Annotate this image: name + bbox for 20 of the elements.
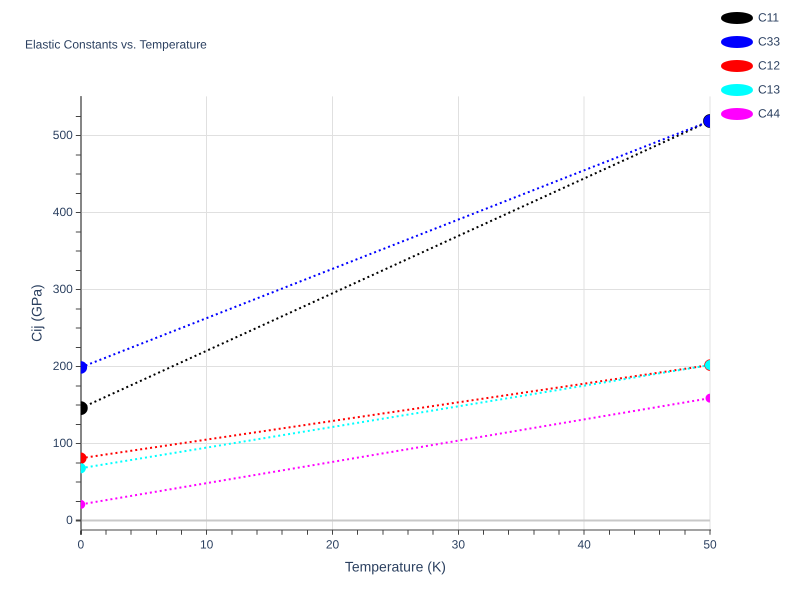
y-tick-label: 200 [52,358,74,373]
legend-label: C11 [758,10,780,24]
x-tick-label: 0 [77,537,84,552]
chart-title: Elastic Constants vs. Temperature [25,38,208,52]
legend-label: C44 [758,106,780,120]
y-tick-label: 100 [52,436,74,450]
y-tick-label: 0 [66,512,74,527]
y-tick-label: 500 [52,128,74,142]
y-axis-title: Cij (GPa) [28,284,44,342]
x-tick-label: 10 [200,537,214,552]
x-axis-title: Temperature (K) [344,558,446,574]
legend-label: C13 [758,82,780,96]
y-tick-label: 400 [52,204,74,219]
y-tick-label: 300 [52,282,74,296]
legend-label: C12 [758,58,780,72]
x-tick-label: 20 [326,537,340,552]
legend-label: C33 [758,34,780,48]
x-tick-label: 40 [577,537,592,552]
x-tick-label: 50 [703,537,717,552]
x-tick-label: 30 [452,537,466,552]
